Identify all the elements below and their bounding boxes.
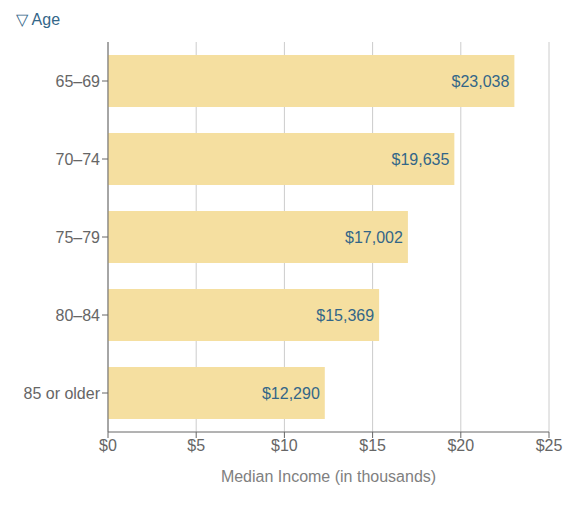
svg-text:$15,369: $15,369 (316, 307, 374, 324)
svg-text:Median Income (in thousands): Median Income (in thousands) (221, 468, 436, 485)
svg-text:75–79: 75–79 (56, 229, 101, 246)
svg-text:65–69: 65–69 (56, 73, 101, 90)
svg-text:$25: $25 (536, 437, 563, 454)
svg-text:$10: $10 (271, 437, 298, 454)
svg-text:$23,038: $23,038 (452, 73, 510, 90)
svg-text:$0: $0 (99, 437, 117, 454)
svg-text:$15: $15 (359, 437, 386, 454)
svg-text:85 or older: 85 or older (24, 385, 101, 402)
svg-text:$12,290: $12,290 (262, 385, 320, 402)
svg-text:$5: $5 (187, 437, 205, 454)
svg-text:$17,002: $17,002 (345, 229, 403, 246)
svg-text:70–74: 70–74 (56, 151, 101, 168)
svg-text:$20: $20 (447, 437, 474, 454)
svg-text:80–84: 80–84 (56, 307, 101, 324)
svg-text:$19,635: $19,635 (392, 151, 450, 168)
html-text:▽ Age: ▽ Age (16, 11, 60, 28)
